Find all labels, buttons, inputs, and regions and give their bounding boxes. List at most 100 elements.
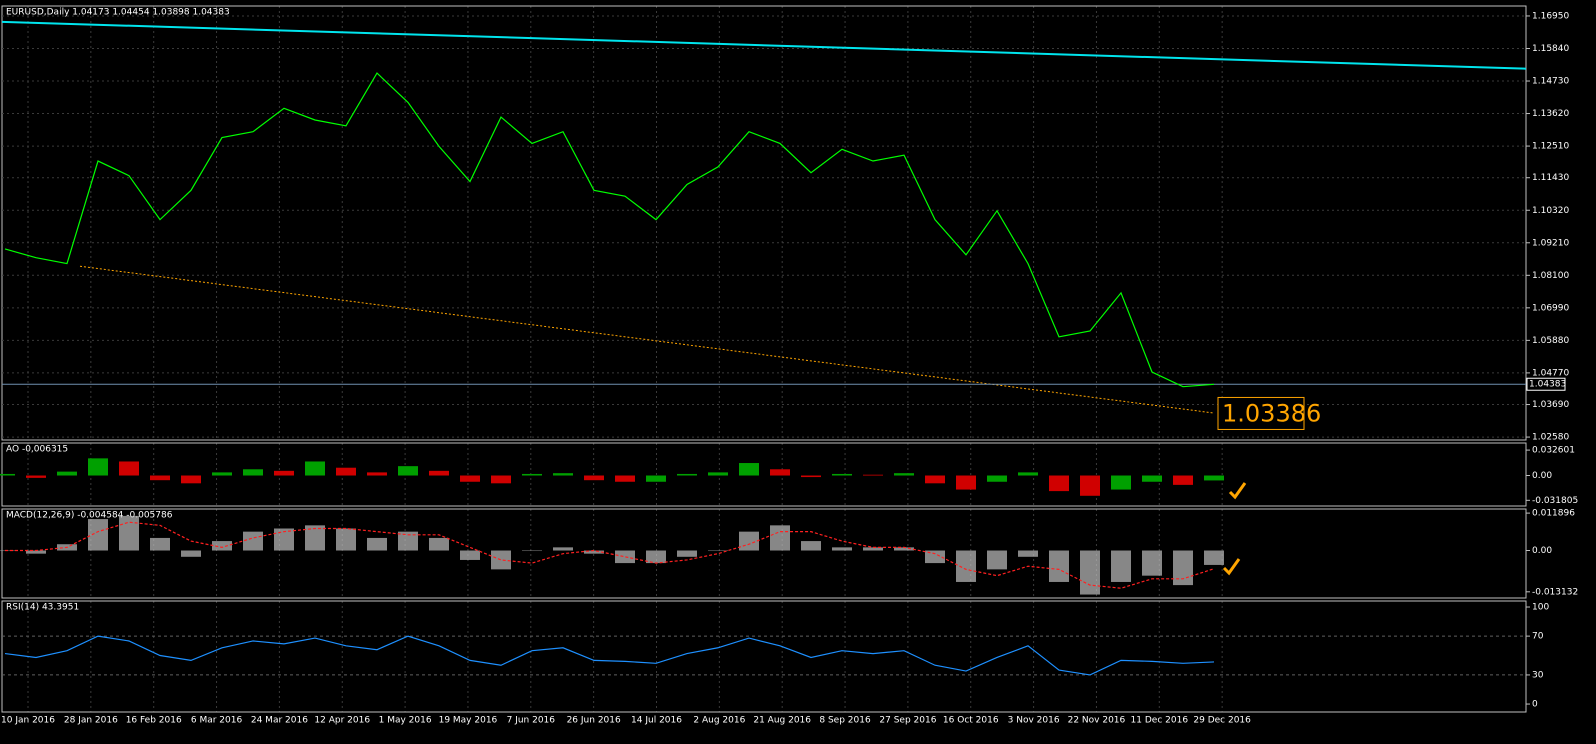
ao-bar — [925, 475, 945, 484]
panel-frame — [1, 600, 1527, 713]
ao-bar — [677, 473, 697, 476]
macd-bar — [801, 541, 821, 551]
y-tick-label: 1.02580 — [1532, 433, 1569, 443]
x-tick-label: 11 Dec 2016 — [1131, 716, 1189, 726]
macd-bar — [367, 537, 387, 551]
ao-bar — [522, 473, 542, 476]
macd-bar — [212, 541, 232, 551]
ao-bar — [150, 475, 170, 481]
annotation-label: 1.03386 — [1222, 399, 1321, 427]
x-tick-label: 2 Aug 2016 — [693, 716, 745, 726]
macd-bar — [894, 547, 914, 551]
x-tick-label: 27 Sep 2016 — [879, 716, 936, 726]
x-tick-label: 3 Nov 2016 — [1008, 716, 1060, 726]
macd-bar — [739, 531, 759, 551]
ao-bar — [367, 472, 387, 476]
macd-bar — [522, 550, 542, 552]
y-tick-label: 70 — [1532, 632, 1544, 642]
x-tick-label: 21 Aug 2016 — [753, 716, 811, 726]
macd-bar — [708, 550, 728, 552]
ao-bar — [429, 470, 449, 476]
y-tick-label: 0.032601 — [1532, 446, 1575, 456]
macd-bar — [181, 550, 201, 557]
x-tick-label: 8 Sep 2016 — [819, 716, 871, 726]
ao-bar — [987, 475, 1007, 482]
y-tick-label: 1.12510 — [1532, 142, 1569, 152]
ao-bar — [832, 473, 852, 476]
y-tick-label: 1.04770 — [1532, 368, 1569, 378]
y-tick-label: 1.13620 — [1532, 109, 1569, 119]
macd-bar — [553, 547, 573, 551]
ao-bar — [181, 475, 201, 484]
y-tick-label: 0.011896 — [1532, 509, 1575, 519]
y-tick-label: 1.16950 — [1532, 11, 1569, 21]
ao-bar — [88, 458, 108, 476]
macd-bar — [1142, 550, 1162, 576]
ao-bar — [1018, 472, 1038, 476]
y-tick-label: 1.03690 — [1532, 400, 1569, 410]
macd-bar — [584, 550, 604, 554]
macd-bar — [1111, 550, 1131, 582]
macd-bar — [150, 537, 170, 551]
ao-bar — [1173, 475, 1193, 485]
x-tick-label: 29 Dec 2016 — [1193, 716, 1251, 726]
ao-bar — [274, 470, 294, 476]
x-tick-label: 10 Jan 2016 — [1, 716, 55, 726]
y-tick-label: 30 — [1532, 670, 1544, 680]
macd-bar — [1204, 550, 1224, 565]
x-tick-label: 1 May 2016 — [379, 716, 432, 726]
macd-bar — [863, 547, 883, 551]
x-tick-label: 19 May 2016 — [439, 716, 498, 726]
ao-bar — [1204, 475, 1224, 481]
ao-bar — [1142, 475, 1162, 482]
trendline — [79, 265, 1215, 414]
panel-title: EURUSD,Daily 1.04173 1.04454 1.03898 1.0… — [6, 8, 230, 18]
ao-bar — [1049, 475, 1069, 492]
ao-bar — [0, 473, 15, 476]
macd-bar — [615, 550, 635, 564]
ao-bar — [212, 472, 232, 476]
macd-bar — [305, 525, 325, 551]
ao-bar — [615, 475, 635, 482]
ao-bar — [770, 469, 790, 476]
x-tick-label: 14 Jul 2016 — [631, 716, 682, 726]
x-tick-label: 28 Jan 2016 — [64, 716, 118, 726]
y-tick-label: 1.05880 — [1532, 336, 1569, 346]
ao-bar — [305, 461, 325, 476]
check-mark — [1228, 482, 1247, 500]
y-tick-label: 0 — [1532, 700, 1538, 710]
macd-bar — [646, 550, 666, 564]
y-tick-label: 1.14730 — [1532, 77, 1569, 87]
macd-bar — [26, 550, 46, 554]
panel-title: AO -0,006315 — [6, 445, 68, 455]
macd-bar — [336, 528, 356, 551]
y-tick-label: 1.08100 — [1532, 271, 1569, 281]
y-tick-label: 1.15840 — [1532, 44, 1569, 54]
ao-bar — [1111, 475, 1131, 490]
panel-frame — [1, 508, 1527, 599]
x-tick-label: 16 Feb 2016 — [126, 716, 182, 726]
y-tick-label: 1.10320 — [1532, 206, 1569, 216]
x-tick-label: 6 Mar 2016 — [191, 716, 243, 726]
last-price-box — [1526, 377, 1566, 391]
signal-line — [5, 521, 1215, 589]
macd-bar — [770, 525, 790, 551]
y-tick-label: 1.06990 — [1532, 303, 1569, 313]
ao-bar — [460, 475, 480, 482]
macd-bar — [956, 550, 976, 582]
last-price-label: 1.04383 — [1529, 380, 1566, 390]
macd-bar — [429, 537, 449, 551]
panel-title: MACD(12,26,9) -0.004584 -0.005786 — [6, 511, 173, 521]
macd-bar — [398, 531, 418, 551]
y-tick-label: 1.11430 — [1532, 173, 1569, 183]
x-tick-label: 22 Nov 2016 — [1068, 716, 1126, 726]
ao-bar — [584, 475, 604, 481]
check-mark — [1222, 558, 1241, 576]
ao-bar — [1080, 475, 1100, 496]
macd-bar — [274, 528, 294, 551]
macd-bar — [88, 519, 108, 551]
ao-bar — [336, 467, 356, 476]
moving-average — [1, 20, 1527, 70]
